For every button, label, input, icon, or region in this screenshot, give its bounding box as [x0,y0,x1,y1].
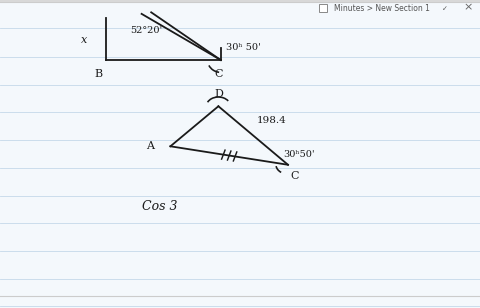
Text: B: B [95,69,102,79]
Text: C: C [214,69,223,79]
Text: 30ʰ 50': 30ʰ 50' [226,43,260,52]
Text: x: x [81,35,87,45]
Text: 30ʰ50': 30ʰ50' [283,149,315,159]
FancyBboxPatch shape [319,4,327,12]
Text: 52°20': 52°20' [130,26,163,35]
Text: A: A [145,141,154,151]
Bar [0,0,480,2]
Text: ×: × [463,3,473,13]
Text: D: D [214,89,223,99]
Text: Cos 3: Cos 3 [142,200,177,213]
Text: ✓: ✓ [442,6,447,12]
Text: Minutes > New Section 1: Minutes > New Section 1 [334,4,430,13]
Text: C: C [290,171,299,181]
Text: 198.4: 198.4 [257,116,287,125]
